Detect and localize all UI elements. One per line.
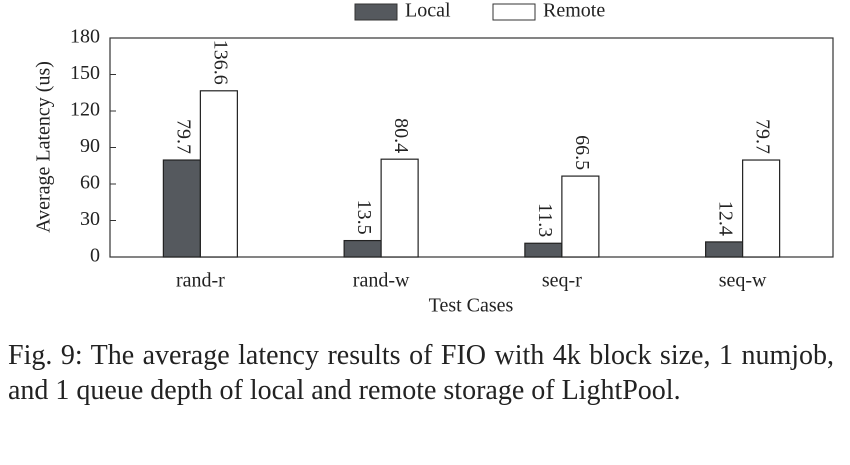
y-tick-label: 150	[70, 62, 100, 84]
y-tick-label: 0	[90, 245, 100, 267]
value-label: 12.4	[715, 201, 737, 236]
legend-swatch	[492, 3, 536, 21]
value-label: 136.6	[209, 40, 231, 85]
value-label: 79.7	[172, 119, 194, 154]
value-label: 66.5	[571, 135, 593, 170]
x-tick-label: rand-r	[176, 270, 225, 292]
x-tick-label: seq-r	[542, 270, 582, 292]
caption: Fig. 9: The average latency results of F…	[8, 340, 834, 406]
x-axis-label: Test Cases	[429, 295, 514, 317]
value-label: 80.4	[390, 118, 412, 153]
bar	[742, 159, 781, 258]
legend-swatch	[354, 3, 398, 21]
y-tick-label: 180	[70, 26, 100, 48]
bar	[380, 158, 419, 258]
x-tick-label: rand-w	[353, 270, 410, 292]
bar	[705, 241, 744, 258]
bar	[162, 159, 201, 258]
y-axis-label: Average Latency (us)	[33, 61, 55, 233]
bar	[343, 239, 382, 258]
y-tick-label: 30	[80, 208, 100, 230]
legend-label: Remote	[543, 0, 605, 22]
legend-label: Local	[405, 0, 451, 22]
y-tick-label: 120	[70, 99, 100, 121]
value-label: 79.7	[752, 119, 774, 154]
y-tick-label: 90	[80, 135, 100, 157]
y-tick-label: 60	[80, 172, 100, 194]
chart: Average Latency (us) Test Cases 0 30 60 90 1…	[33, 0, 834, 317]
value-label: 13.5	[353, 200, 375, 235]
bar	[199, 90, 238, 258]
value-label: 11.3	[534, 203, 556, 237]
bar	[561, 175, 600, 258]
x-tick-label: seq-w	[719, 270, 767, 292]
bar	[524, 242, 563, 258]
